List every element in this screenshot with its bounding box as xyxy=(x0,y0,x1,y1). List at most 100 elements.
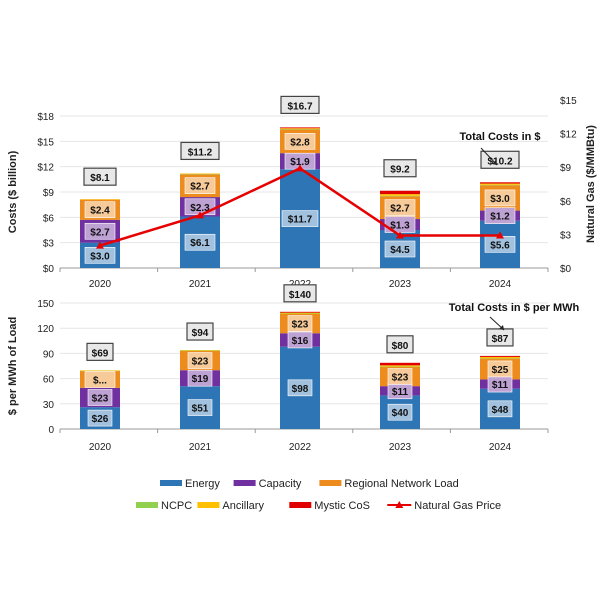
x-tick-label: 2023 xyxy=(389,279,412,290)
x-tick-label: 2024 xyxy=(489,442,512,453)
bar-segment-ncpc xyxy=(480,358,520,359)
bar-stack-2021: $6.1 $2.3 $2.7 $11.2 xyxy=(180,141,220,268)
segment-label-box xyxy=(187,352,213,369)
segment-label: $11.7 xyxy=(288,215,313,226)
bar-stack-2023: $40 $11 $23 $80 xyxy=(380,335,420,429)
bar-segment-ncpc xyxy=(380,366,420,368)
bar-segment-ncpc xyxy=(380,195,420,197)
bar-segment-ancillary xyxy=(480,356,520,359)
y-tick-label: 0 xyxy=(48,425,54,436)
segment-label: $2.4 xyxy=(90,206,110,217)
y-axis-title: $ per MWh of Load xyxy=(7,317,19,415)
segment-label: $11 xyxy=(392,387,409,398)
legend-label: Energy xyxy=(185,478,220,490)
y-tick-label: 60 xyxy=(43,375,55,386)
bar-stack-2024: $5.6 $1.2 $3.0 $10.2 xyxy=(480,150,520,268)
x-tick-label: 2021 xyxy=(189,442,212,453)
bar-segment-ancillary xyxy=(380,365,420,367)
segment-label: $19 xyxy=(192,374,209,385)
segment-label-box xyxy=(87,389,113,406)
legend-swatch xyxy=(197,502,220,508)
total-label: $8.1 xyxy=(90,173,110,184)
segment-label: $40 xyxy=(392,408,409,419)
segment-label: $23 xyxy=(292,320,309,331)
segment-label: $51 xyxy=(192,404,209,415)
bar-segment-ancillary xyxy=(380,194,420,196)
bar-segment-ancillary xyxy=(180,350,220,351)
segment-label-box xyxy=(287,379,313,397)
y-right-tick-label: $0 xyxy=(560,264,572,275)
legend-label: NCPC xyxy=(161,500,192,512)
segment-label-box xyxy=(387,368,413,385)
total-label-box xyxy=(383,159,417,178)
segment-label-box xyxy=(284,133,316,150)
total-label-box xyxy=(386,335,414,354)
bar-segment-ncpc xyxy=(180,350,220,351)
total-label-box xyxy=(480,150,520,169)
legend-label: Mystic CoS xyxy=(314,500,370,512)
bar-segment-ncpc xyxy=(80,370,120,372)
bar-segment-mystic-cos xyxy=(380,362,420,366)
y-tick-label: 30 xyxy=(43,400,55,411)
total-label: $94 xyxy=(192,328,209,339)
natural-gas-price-marker xyxy=(196,211,204,219)
segment-label: $1.9 xyxy=(290,157,310,168)
y-tick-label: $18 xyxy=(37,112,54,123)
segment-label: $16 xyxy=(292,336,309,347)
segment-label: $2.8 xyxy=(290,137,310,148)
segment-label: $4.5 xyxy=(390,245,410,256)
total-label: $9.2 xyxy=(390,165,410,176)
legend-label: Natural Gas Price xyxy=(414,500,501,512)
legend-item-capacity: Capacity xyxy=(233,478,302,490)
legend-swatch xyxy=(319,480,342,486)
segment-label: $2.7 xyxy=(390,204,410,215)
total-label-box xyxy=(283,284,317,303)
chart-panel-total-costs: $0 $3 $6 $9 $12 $15 $18 Costs ($ billion) 2020 20… xyxy=(7,95,597,290)
total-label-box xyxy=(280,95,320,115)
bar-segment-mystic-cos xyxy=(380,190,420,195)
legend-label: Capacity xyxy=(259,478,302,490)
bar-stack-2020: $3.0 $2.7 $2.4 $8.1 xyxy=(80,167,120,268)
total-label-box xyxy=(180,141,220,161)
y-right-tick-label: $3 xyxy=(560,230,572,241)
y-right-tick-label: $12 xyxy=(560,130,577,141)
segment-label: $5.6 xyxy=(490,240,510,251)
y-tick-label: $9 xyxy=(43,188,55,199)
segment-label-box xyxy=(387,403,413,421)
total-label-box xyxy=(186,322,214,341)
bar-segment-ncpc xyxy=(280,313,320,314)
y-tick-label: $12 xyxy=(37,163,54,174)
segment-label-box xyxy=(384,199,416,216)
total-label: $80 xyxy=(392,341,409,352)
bar-segment-ancillary xyxy=(280,312,320,314)
bar-stack-2023: $4.5 $1.3 $2.7 $9.2 xyxy=(380,159,420,268)
y-tick-label: $0 xyxy=(43,264,55,275)
bar-segment-mystic-cos xyxy=(280,127,320,129)
total-label: $11.2 xyxy=(188,147,213,158)
bar-segment-ancillary xyxy=(180,173,220,174)
bar-segment-ncpc xyxy=(180,173,220,175)
segment-label: $48 xyxy=(492,405,509,416)
y-right-tick-label: $9 xyxy=(560,163,572,174)
bar-stack-2021: $51 $19 $23 $94 xyxy=(180,322,220,429)
segment-label: $2.3 xyxy=(190,203,210,214)
segment-label-box xyxy=(281,210,319,227)
segment-label-box xyxy=(87,409,113,427)
bar-stack-2022: $11.7 $1.9 $2.8 $16.7 xyxy=(280,95,320,268)
y-right-tick-label: $6 xyxy=(560,197,572,208)
legend-swatch xyxy=(160,480,182,486)
segment-label-box xyxy=(287,331,313,349)
total-label: $69 xyxy=(92,348,109,359)
segment-label-box xyxy=(487,400,513,418)
legend-label: Ancillary xyxy=(222,500,264,512)
legend-item-natural-gas-price: Natural Gas Price xyxy=(387,500,501,512)
segment-label-box xyxy=(384,240,416,258)
total-label-box xyxy=(86,342,114,361)
legend-item-mystic-cos: Mystic CoS xyxy=(289,500,370,512)
legend-swatch xyxy=(136,502,158,508)
legend-label: Regional Network Load xyxy=(344,478,458,490)
segment-label: $1.3 xyxy=(390,221,410,232)
bar-segment-mystic-cos xyxy=(480,182,520,184)
segment-label: $3.0 xyxy=(90,251,110,262)
